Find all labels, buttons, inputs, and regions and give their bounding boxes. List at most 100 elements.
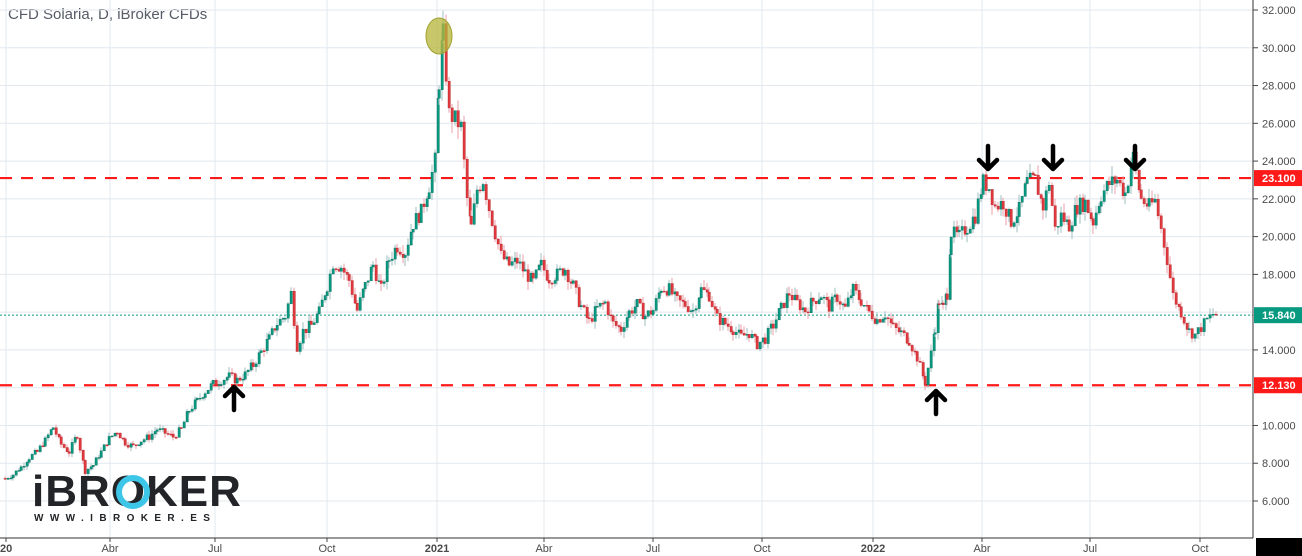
candle-down [345, 272, 349, 275]
candle-down [1050, 184, 1054, 206]
candle-up [758, 341, 762, 350]
candle-up [883, 317, 887, 320]
candle-up [646, 310, 650, 317]
candle-down [670, 283, 674, 295]
candle-up [73, 437, 77, 443]
price-tag-label: 23.100 [1262, 173, 1296, 185]
candle-down [1199, 327, 1203, 332]
candle-up [129, 443, 133, 448]
candle-down [1004, 208, 1008, 217]
candle-up [555, 268, 559, 281]
candle-down [891, 322, 895, 325]
candle-up [960, 226, 964, 231]
candle-down [1142, 198, 1146, 204]
candle-up [201, 397, 205, 399]
candle-down [582, 305, 586, 308]
candle-up [283, 318, 287, 320]
candle-down [123, 438, 127, 446]
candle-down [238, 377, 242, 381]
candle-up [849, 295, 853, 299]
candle-up [593, 306, 597, 322]
candle-down [835, 294, 839, 302]
candle-down [262, 350, 266, 352]
candle-up [1187, 328, 1191, 330]
candle-down [867, 305, 871, 312]
candle-down [57, 434, 61, 438]
candle-up [235, 377, 239, 384]
candle-down [718, 313, 722, 325]
candle-up [385, 260, 389, 283]
candle-up [339, 267, 343, 272]
candle-up [1023, 183, 1027, 197]
annotations [222, 17, 1147, 417]
candle-down [889, 318, 893, 324]
candle-down [1182, 316, 1186, 324]
candle-up [809, 297, 813, 313]
candle-up [1110, 176, 1114, 186]
candle-up [150, 433, 154, 440]
candle-up [968, 228, 972, 234]
candle-up [952, 226, 956, 238]
candle-up [33, 449, 37, 455]
time-tick-label: Jul [1083, 543, 1097, 555]
logo-ring-icon [116, 475, 150, 509]
candle-down [1118, 179, 1122, 184]
candle-up [46, 434, 50, 439]
candle-down [945, 293, 949, 300]
candle-down [350, 280, 354, 295]
candle-down [854, 284, 858, 291]
candle-up [390, 258, 394, 261]
candle-up [651, 310, 655, 315]
candle-down [984, 174, 988, 191]
candle-down [577, 287, 581, 307]
candle-down [398, 251, 402, 255]
candle-down [574, 280, 578, 288]
candle-up [414, 213, 418, 230]
candle-down [422, 203, 426, 207]
candle-down [955, 226, 959, 233]
price-tick-label: 22.000 [1262, 194, 1296, 206]
candle-up [51, 427, 55, 430]
candle-up [1056, 225, 1060, 228]
price-tick-label: 32.000 [1262, 5, 1296, 17]
candle-down [531, 272, 535, 279]
price-tick-label: 28.000 [1262, 81, 1296, 93]
candle-down [166, 433, 170, 435]
candle-down [705, 289, 709, 293]
candle-down [963, 226, 967, 235]
candle-down [447, 81, 451, 109]
candle-up [312, 322, 316, 325]
candle-down [179, 427, 183, 429]
candle-down [521, 261, 525, 272]
candle-up [734, 332, 738, 335]
candle-up [1012, 222, 1016, 227]
candle-up [393, 247, 397, 260]
candle-down [1177, 304, 1181, 307]
price-tick-label: 30.000 [1262, 43, 1296, 55]
candle-up [553, 280, 557, 284]
candle-up [1073, 205, 1077, 226]
candle-down [81, 450, 85, 461]
candle-up [1126, 185, 1130, 194]
candle-down [606, 301, 610, 316]
candle-down [897, 327, 901, 333]
candle-up [387, 260, 391, 262]
candle-up [1123, 192, 1127, 196]
candle-up [320, 299, 324, 307]
candle-down [641, 302, 645, 320]
candle-down [843, 303, 847, 307]
candle-down [1137, 170, 1141, 191]
candle-down [723, 318, 727, 325]
price-tick-label: 6.000 [1262, 496, 1290, 508]
candle-up [851, 284, 855, 296]
candle-up [437, 89, 441, 99]
candle-up [222, 379, 226, 385]
candle-up [99, 450, 103, 458]
candle-up [275, 325, 279, 331]
ibroker-logo: iBROKER WWW.IBROKER.ES [20, 470, 241, 532]
candle-up [430, 172, 434, 193]
candle-down [147, 434, 151, 440]
price-tick-label: 20.000 [1262, 232, 1296, 244]
